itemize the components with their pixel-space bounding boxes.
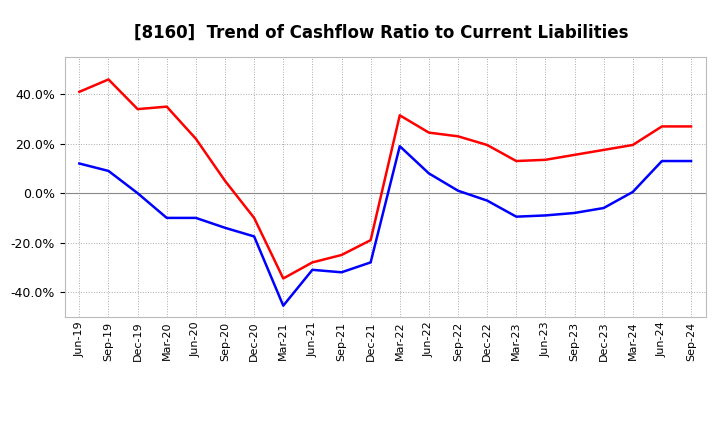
Operating CF to Current Liabilities: [599, 147, 608, 153]
Operating CF to Current Liabilities: [366, 238, 375, 243]
Operating CF to Current Liabilities: [220, 178, 229, 183]
Free CF to Current Liabilities: [337, 270, 346, 275]
Operating CF to Current Liabilities: [512, 158, 521, 164]
Free CF to Current Liabilities: [192, 215, 200, 220]
Operating CF to Current Liabilities: [541, 157, 550, 162]
Line: Free CF to Current Liabilities: Free CF to Current Liabilities: [79, 146, 691, 306]
Operating CF to Current Liabilities: [250, 215, 258, 220]
Operating CF to Current Liabilities: [163, 104, 171, 109]
Free CF to Current Liabilities: [133, 191, 142, 196]
Free CF to Current Liabilities: [163, 215, 171, 220]
Text: [8160]  Trend of Cashflow Ratio to Current Liabilities: [8160] Trend of Cashflow Ratio to Curren…: [135, 24, 629, 42]
Operating CF to Current Liabilities: [75, 89, 84, 95]
Free CF to Current Liabilities: [454, 188, 462, 193]
Free CF to Current Liabilities: [250, 234, 258, 239]
Operating CF to Current Liabilities: [192, 136, 200, 141]
Operating CF to Current Liabilities: [104, 77, 113, 82]
Free CF to Current Liabilities: [279, 303, 287, 308]
Operating CF to Current Liabilities: [657, 124, 666, 129]
Operating CF to Current Liabilities: [308, 260, 317, 265]
Operating CF to Current Liabilities: [395, 113, 404, 118]
Operating CF to Current Liabilities: [687, 124, 696, 129]
Operating CF to Current Liabilities: [337, 253, 346, 258]
Free CF to Current Liabilities: [104, 168, 113, 173]
Free CF to Current Liabilities: [687, 158, 696, 164]
Line: Operating CF to Current Liabilities: Operating CF to Current Liabilities: [79, 80, 691, 279]
Free CF to Current Liabilities: [629, 189, 637, 194]
Operating CF to Current Liabilities: [425, 130, 433, 135]
Free CF to Current Liabilities: [395, 143, 404, 149]
Free CF to Current Liabilities: [657, 158, 666, 164]
Free CF to Current Liabilities: [308, 267, 317, 272]
Free CF to Current Liabilities: [366, 260, 375, 265]
Operating CF to Current Liabilities: [279, 276, 287, 281]
Free CF to Current Liabilities: [425, 171, 433, 176]
Operating CF to Current Liabilities: [570, 152, 579, 158]
Free CF to Current Liabilities: [483, 198, 492, 203]
Free CF to Current Liabilities: [512, 214, 521, 219]
Free CF to Current Liabilities: [75, 161, 84, 166]
Free CF to Current Liabilities: [541, 213, 550, 218]
Operating CF to Current Liabilities: [629, 142, 637, 147]
Free CF to Current Liabilities: [220, 225, 229, 231]
Operating CF to Current Liabilities: [454, 134, 462, 139]
Free CF to Current Liabilities: [599, 205, 608, 211]
Operating CF to Current Liabilities: [483, 142, 492, 147]
Operating CF to Current Liabilities: [133, 106, 142, 112]
Free CF to Current Liabilities: [570, 210, 579, 216]
